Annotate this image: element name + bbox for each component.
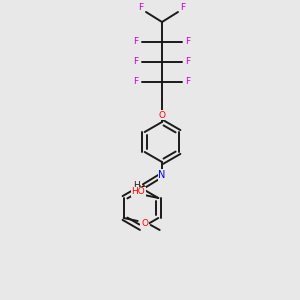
Text: F: F xyxy=(138,4,144,13)
Text: F: F xyxy=(180,4,186,13)
Text: F: F xyxy=(185,38,190,46)
Text: F: F xyxy=(185,77,190,86)
Text: O: O xyxy=(141,220,148,229)
Text: H: H xyxy=(133,181,140,190)
Text: F: F xyxy=(185,58,190,67)
Text: N: N xyxy=(158,170,166,180)
Text: F: F xyxy=(134,58,139,67)
Text: F: F xyxy=(134,38,139,46)
Text: HO: HO xyxy=(131,188,145,196)
Text: F: F xyxy=(134,77,139,86)
Text: O: O xyxy=(158,110,166,119)
